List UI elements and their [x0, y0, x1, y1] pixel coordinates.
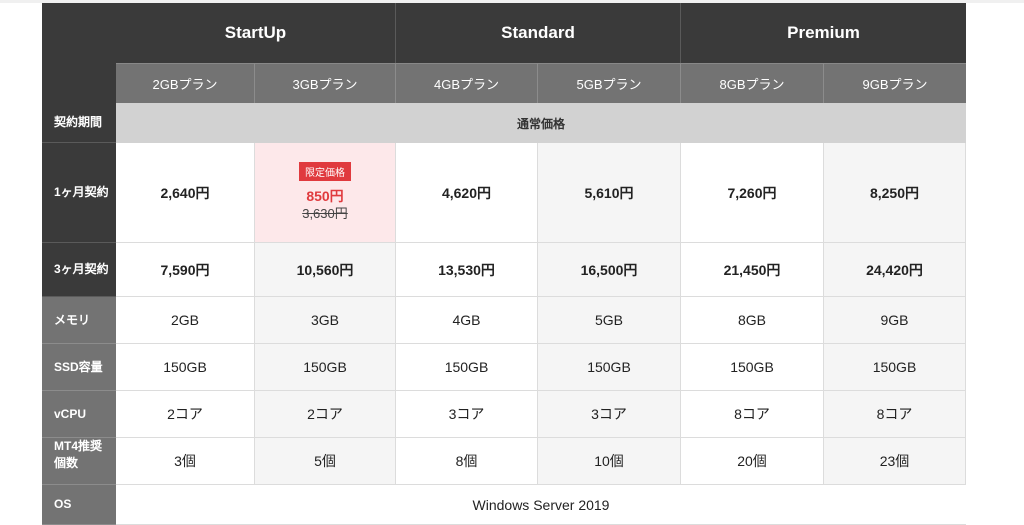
- row-label-contract: 契約期間: [42, 103, 116, 143]
- ssd-4gb: 150GB: [396, 344, 538, 391]
- vcpu-9gb: 8コア: [824, 391, 966, 438]
- row-label-mt4-line1: MT4推奨: [54, 439, 103, 453]
- memory-5gb: 5GB: [538, 297, 681, 344]
- plan-9gb: 9GBプラン: [824, 63, 966, 103]
- plan-4gb: 4GBプラン: [396, 63, 538, 103]
- price-3m-4gb: 13,530円: [396, 243, 538, 297]
- price-1m-8gb: 7,260円: [681, 143, 824, 243]
- price-1m-3gb-promo: 限定価格 850円 3,630円: [255, 143, 396, 243]
- plan-3gb: 3GBプラン: [255, 63, 396, 103]
- ssd-9gb: 150GB: [824, 344, 966, 391]
- vcpu-8gb: 8コア: [681, 391, 824, 438]
- vcpu-5gb: 3コア: [538, 391, 681, 438]
- memory-3gb: 3GB: [255, 297, 396, 344]
- os-value: Windows Server 2019: [116, 485, 966, 525]
- mt4-2gb: 3個: [116, 438, 255, 485]
- price-3m-8gb: 21,450円: [681, 243, 824, 297]
- row-label-ssd: SSD容量: [42, 344, 116, 391]
- price-1m-5gb: 5,610円: [538, 143, 681, 243]
- ssd-5gb: 150GB: [538, 344, 681, 391]
- row-label-mt4-line2: 個数: [54, 456, 79, 470]
- price-1m-4gb: 4,620円: [396, 143, 538, 243]
- top-border: [0, 0, 1024, 3]
- mt4-5gb: 10個: [538, 438, 681, 485]
- row-label-1month: 1ヶ月契約: [42, 143, 116, 243]
- price-1m-2gb: 2,640円: [116, 143, 255, 243]
- row-label-3month: 3ヶ月契約: [42, 243, 116, 297]
- plan-2gb: 2GBプラン: [116, 63, 255, 103]
- vcpu-2gb: 2コア: [116, 391, 255, 438]
- memory-4gb: 4GB: [396, 297, 538, 344]
- tier-standard: Standard: [396, 3, 681, 63]
- row-label-vcpu: vCPU: [42, 391, 116, 438]
- price-3m-3gb: 10,560円: [255, 243, 396, 297]
- price-3m-9gb: 24,420円: [824, 243, 966, 297]
- tier-premium: Premium: [681, 3, 966, 63]
- memory-9gb: 9GB: [824, 297, 966, 344]
- sale-price: 850円: [306, 188, 344, 204]
- vcpu-4gb: 3コア: [396, 391, 538, 438]
- ssd-8gb: 150GB: [681, 344, 824, 391]
- ssd-3gb: 150GB: [255, 344, 396, 391]
- row-label-memory: メモリ: [42, 297, 116, 344]
- mt4-8gb: 20個: [681, 438, 824, 485]
- mt4-3gb: 5個: [255, 438, 396, 485]
- memory-2gb: 2GB: [116, 297, 255, 344]
- limited-price-badge: 限定価格: [299, 162, 351, 181]
- mt4-4gb: 8個: [396, 438, 538, 485]
- plan-5gb: 5GBプラン: [538, 63, 681, 103]
- original-price: 3,630円: [302, 206, 348, 221]
- pricing-table: StartUp Standard Premium 2GBプラン 3GBプラン 4…: [42, 3, 966, 525]
- row-label-mt4: MT4推奨 個数: [42, 438, 116, 485]
- memory-8gb: 8GB: [681, 297, 824, 344]
- price-1m-9gb: 8,250円: [824, 143, 966, 243]
- table-corner: [42, 3, 116, 103]
- plan-8gb: 8GBプラン: [681, 63, 824, 103]
- mt4-9gb: 23個: [824, 438, 966, 485]
- price-3m-5gb: 16,500円: [538, 243, 681, 297]
- row-label-os: OS: [42, 485, 116, 525]
- price-3m-2gb: 7,590円: [116, 243, 255, 297]
- period-label: 通常価格: [116, 103, 966, 143]
- ssd-2gb: 150GB: [116, 344, 255, 391]
- vcpu-3gb: 2コア: [255, 391, 396, 438]
- tier-startup: StartUp: [116, 3, 396, 63]
